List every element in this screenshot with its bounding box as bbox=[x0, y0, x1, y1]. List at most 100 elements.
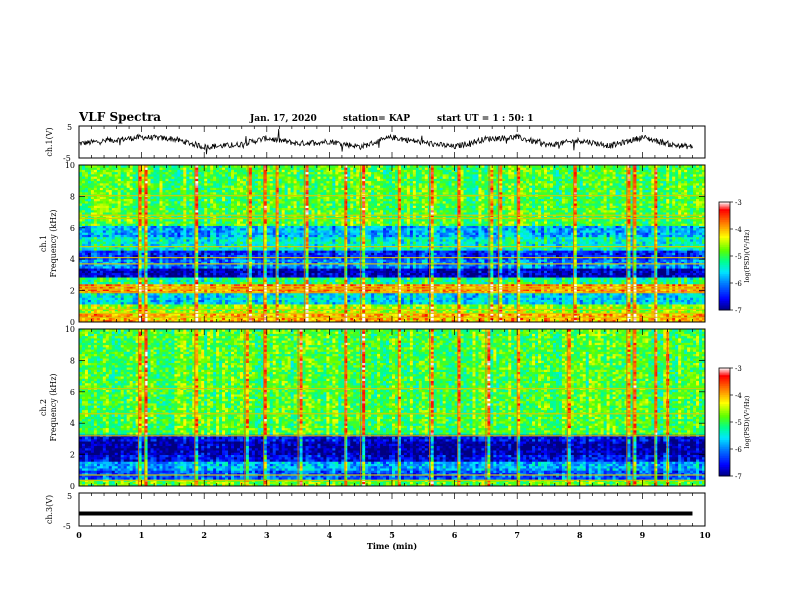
heatmap-cell bbox=[171, 286, 175, 289]
heatmap-cell bbox=[81, 171, 86, 175]
heatmap-cell bbox=[111, 165, 116, 168]
heatmap-cell bbox=[180, 299, 184, 303]
heatmap-cell bbox=[192, 203, 196, 206]
heatmap-cell bbox=[129, 286, 134, 289]
heatmap-cell bbox=[174, 317, 178, 321]
heatmap-cell bbox=[234, 272, 238, 276]
heatmap-cell bbox=[79, 286, 83, 289]
heatmap-cell bbox=[114, 191, 119, 195]
heatmap-cell bbox=[96, 243, 101, 247]
heatmap-cell bbox=[168, 230, 172, 233]
heatmap-cell bbox=[171, 259, 175, 262]
heatmap-cell bbox=[138, 301, 142, 305]
heatmap-cell bbox=[96, 182, 101, 186]
heatmap-cell bbox=[111, 297, 116, 300]
heatmap-cell bbox=[114, 270, 119, 274]
heatmap-cell bbox=[144, 261, 148, 265]
heatmap-cell bbox=[201, 317, 205, 321]
heatmap-cell bbox=[99, 268, 104, 271]
heatmap-cell bbox=[81, 207, 86, 211]
heatmap-cell bbox=[192, 209, 196, 213]
heatmap-cell bbox=[153, 310, 157, 314]
heatmap-cell bbox=[248, 241, 253, 244]
heatmap-cell bbox=[99, 313, 104, 316]
heatmap-cell bbox=[162, 268, 166, 271]
heatmap-cell bbox=[138, 169, 142, 173]
heatmap-cell bbox=[123, 306, 128, 309]
heatmap-cell bbox=[171, 196, 175, 200]
heatmap-cell bbox=[81, 247, 86, 251]
heatmap-cell bbox=[165, 196, 169, 200]
heatmap-cell bbox=[150, 167, 154, 170]
heatmap-cell bbox=[183, 250, 187, 253]
heatmap-cell bbox=[198, 227, 202, 231]
heatmap-cell bbox=[99, 261, 104, 265]
heatmap-cell bbox=[81, 173, 86, 177]
heatmap-cell bbox=[198, 171, 202, 175]
heatmap-cell bbox=[156, 261, 160, 265]
heatmap-cell bbox=[147, 232, 151, 235]
heatmap-cell bbox=[183, 279, 187, 283]
heatmap-cell bbox=[144, 270, 148, 274]
heatmap-cell bbox=[90, 263, 95, 267]
heatmap-cell bbox=[153, 256, 157, 260]
heatmap-cell bbox=[144, 234, 148, 238]
heatmap-cell bbox=[141, 286, 145, 289]
heatmap-cell bbox=[84, 178, 89, 182]
heatmap-cell bbox=[216, 169, 220, 173]
heatmap-cell bbox=[186, 218, 190, 222]
heatmap-cell bbox=[159, 319, 163, 323]
heatmap-cell bbox=[120, 187, 125, 191]
heatmap-cell bbox=[266, 232, 271, 235]
heatmap-cell bbox=[201, 227, 205, 231]
heatmap-cell bbox=[195, 310, 199, 314]
heatmap-cell bbox=[111, 277, 116, 280]
heatmap-cell bbox=[90, 203, 95, 206]
heatmap-cell bbox=[108, 313, 113, 316]
heatmap-cell bbox=[180, 203, 184, 206]
heatmap-cell bbox=[189, 239, 193, 242]
heatmap-cell bbox=[165, 185, 169, 188]
heatmap-cell bbox=[195, 180, 199, 184]
heatmap-cell bbox=[150, 209, 154, 213]
heatmap-cell bbox=[114, 182, 119, 186]
heatmap-cell bbox=[180, 297, 184, 300]
heatmap-cell bbox=[168, 198, 172, 202]
heatmap-cell bbox=[183, 313, 187, 316]
heatmap-cell bbox=[201, 239, 205, 242]
heatmap-cell bbox=[180, 283, 184, 287]
heatmap-cell bbox=[96, 288, 101, 291]
heatmap-cell bbox=[195, 207, 199, 211]
heatmap-cell bbox=[129, 263, 134, 267]
heatmap-cell bbox=[117, 241, 122, 244]
heatmap-cell bbox=[198, 209, 202, 213]
heatmap-cell bbox=[195, 223, 199, 226]
heatmap-cell bbox=[147, 265, 151, 269]
heatmap-cell bbox=[129, 268, 134, 271]
heatmap-cell bbox=[213, 247, 217, 251]
heatmap-cell bbox=[96, 223, 101, 226]
heatmap-cell bbox=[266, 185, 271, 188]
heatmap-cell bbox=[168, 250, 172, 253]
heatmap-cell bbox=[105, 232, 110, 235]
heatmap-cell bbox=[96, 221, 101, 224]
heatmap-cell bbox=[141, 247, 145, 251]
heatmap-cell bbox=[99, 250, 104, 253]
heatmap-cell bbox=[84, 263, 89, 267]
heatmap-cell bbox=[198, 198, 202, 202]
heatmap-cell bbox=[162, 315, 166, 318]
heatmap-cell bbox=[162, 227, 166, 231]
heatmap-cell bbox=[117, 301, 122, 305]
heatmap-cell bbox=[117, 185, 122, 188]
heatmap-cell bbox=[183, 176, 187, 179]
heatmap-cell bbox=[183, 299, 187, 303]
heatmap-cell bbox=[126, 263, 131, 267]
heatmap-cell bbox=[93, 203, 98, 206]
heatmap-cell bbox=[84, 247, 89, 251]
heatmap-cell bbox=[207, 218, 211, 222]
heatmap-cell bbox=[234, 232, 238, 235]
heatmap-cell bbox=[99, 270, 104, 274]
heatmap-cell bbox=[129, 270, 134, 274]
heatmap-cell bbox=[108, 254, 113, 258]
heatmap-cell bbox=[87, 196, 92, 200]
